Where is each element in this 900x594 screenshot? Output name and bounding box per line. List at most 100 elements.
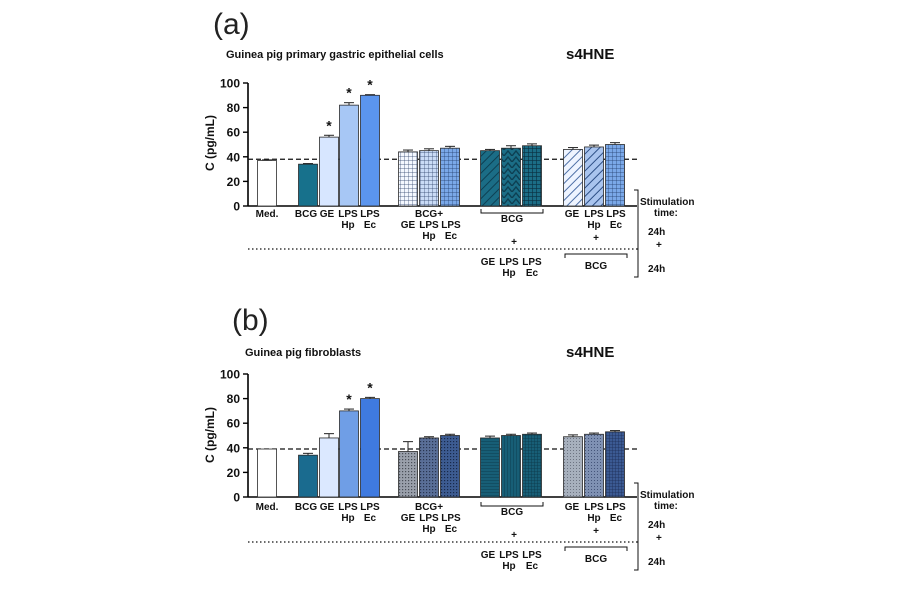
bar-b [584, 433, 604, 498]
category-label-b: BCG [501, 507, 523, 518]
category-label-a: Hp [502, 268, 515, 279]
bar-b [319, 437, 339, 498]
category-label-b: GE [481, 550, 496, 561]
category-label-a: GE [320, 209, 335, 220]
chart-title-a: Guinea pig primary gastric epithelial ce… [226, 49, 444, 61]
category-label-b: Hp [587, 513, 600, 524]
category-label-a: 24h [648, 264, 665, 275]
category-label-b: 24h [648, 557, 665, 568]
category-label-b: LPS [360, 502, 380, 513]
bar-b [605, 431, 625, 498]
category-label-b: Med. [256, 502, 279, 513]
category-label-a: time: [654, 208, 678, 219]
category-label-a: LPS [419, 220, 439, 231]
y-tick-label-a: 20 [227, 175, 241, 189]
y-tick-label-a: 0 [233, 200, 240, 214]
category-label-a: LPS [441, 220, 461, 231]
bar-b [398, 451, 418, 498]
category-label-b: + [511, 530, 517, 541]
category-label-a: LPS [606, 209, 626, 220]
y-tick-label-a: 60 [227, 126, 241, 140]
y-tick-label-b: 80 [227, 392, 241, 406]
bar-a [440, 147, 460, 207]
category-label-a: + [511, 237, 517, 248]
bar-a [419, 150, 439, 207]
category-label-a: LPS [584, 209, 604, 220]
bar-a [605, 144, 625, 207]
panel-b: (b) Guinea pig fibroblasts s4HNE C (pg/m… [203, 304, 694, 572]
bar-b [522, 433, 542, 498]
bracket-b [480, 502, 544, 507]
panel-a: (a) Guinea pig primary gastric epithelia… [203, 8, 694, 279]
bar-a [398, 151, 418, 207]
bar-b [501, 435, 521, 498]
category-label-a: Stimulation [640, 197, 694, 208]
bracket-bottom-a [564, 253, 628, 258]
category-label-a: BCG [501, 214, 523, 225]
category-label-a: LPS [360, 209, 380, 220]
category-label-b: 24h [648, 520, 665, 531]
category-label-b: Ec [445, 524, 458, 535]
category-label-b: BCG [585, 554, 607, 565]
category-label-a: Hp [341, 220, 354, 231]
bar-a [319, 136, 339, 207]
bars-a: * * * [257, 77, 625, 207]
category-label-b: + [656, 533, 662, 544]
category-label-a: LPS [499, 257, 519, 268]
category-label-b: LPS [522, 550, 542, 561]
category-label-b: BCG+ [415, 502, 443, 513]
bar-a [360, 94, 380, 207]
category-label-b: Stimulation [640, 490, 694, 501]
category-label-b: time: [654, 501, 678, 512]
category-label-b: Hp [341, 513, 354, 524]
chart-right-title-a: s4HNE [566, 46, 614, 63]
y-axis-label-a: C (pg/mL) [203, 115, 217, 171]
category-label-b: Hp [502, 561, 515, 572]
chart-right-title-b: s4HNE [566, 344, 614, 361]
bar-a [522, 145, 542, 207]
category-label-b: GE [320, 502, 335, 513]
category-label-a: BCG+ [415, 209, 443, 220]
significance-marker-b: * [367, 379, 373, 395]
category-label-b: Ec [526, 561, 539, 572]
significance-marker-a: * [326, 117, 332, 133]
category-label-a: Hp [587, 220, 600, 231]
category-label-a: + [656, 240, 662, 251]
category-label-a: BCG [585, 261, 607, 272]
y-tick-label-a: 80 [227, 101, 241, 115]
category-label-b: GE [401, 513, 416, 524]
category-label-a: Ec [526, 268, 539, 279]
bar-a [339, 104, 359, 207]
category-label-b: LPS [419, 513, 439, 524]
bar-b [298, 454, 318, 498]
bar-a [563, 149, 583, 207]
bar-a [584, 146, 604, 207]
chart-title-b: Guinea pig fibroblasts [245, 347, 361, 359]
y-tick-label-b: 40 [227, 441, 241, 455]
bar-a [257, 160, 277, 207]
category-label-a: Ec [610, 220, 623, 231]
panel-label-b: (b) [232, 304, 269, 337]
bar-b [257, 448, 277, 498]
category-label-a: Ec [364, 220, 377, 231]
bar-b [419, 437, 439, 498]
bar-b [563, 436, 583, 498]
category-label-b: GE [565, 502, 580, 513]
y-tick-label-b: 20 [227, 466, 241, 480]
category-label-a: 24h [648, 227, 665, 238]
bar-a [501, 147, 521, 207]
bars-b: ** [257, 379, 625, 498]
category-label-b: Hp [422, 524, 435, 535]
category-label-a: LPS [522, 257, 542, 268]
category-label-a: + [593, 233, 599, 244]
bracket-bottom-b [564, 546, 628, 551]
category-label-b: LPS [338, 502, 358, 513]
y-axis-label-b: C (pg/mL) [203, 407, 217, 463]
category-label-a: Hp [422, 231, 435, 242]
category-label-b: LPS [584, 502, 604, 513]
category-label-a: Med. [256, 209, 279, 220]
category-label-a: LPS [338, 209, 358, 220]
